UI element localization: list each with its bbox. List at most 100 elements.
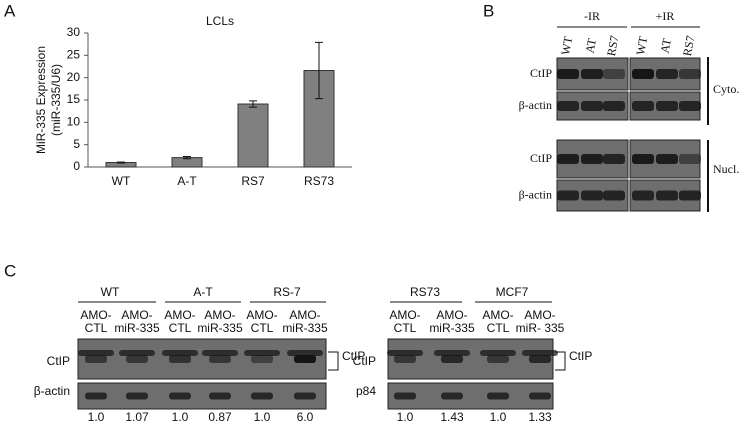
lane-label: WT [633,35,650,56]
band-label: CtIP [342,349,365,363]
group-label: WT [101,285,120,299]
quantification: 1.43 [440,410,464,424]
bar [237,103,269,168]
band [603,190,625,201]
x-tick-label: RS7 [241,174,265,188]
lane-label: miR- 335 [516,321,565,335]
band [656,154,678,164]
band [632,190,654,201]
lane-label: RS7 [680,34,697,57]
band [287,350,323,356]
row-label: CtIP [530,151,552,165]
lane-label: AMO- [389,308,420,322]
band [209,392,231,400]
lane-label: AMO- [482,308,513,322]
chart-title: LCLs [206,14,234,28]
lane-label: AMO- [80,308,111,322]
quantification: 6.0 [297,410,314,424]
band [394,392,416,400]
y-axis-label-line: MiR-335 Expression [34,46,48,154]
lane-label: WT [558,35,575,56]
band [202,350,238,356]
band [169,392,191,400]
quantification: 1.0 [397,410,414,424]
band [522,350,558,356]
band [487,355,509,363]
band [632,101,654,111]
band [581,69,603,79]
blot [77,338,327,380]
band [581,190,603,201]
bracket [328,351,339,371]
lane-label: CTL [487,321,510,335]
fraction-label: Nucl. [713,162,739,176]
x-tick-label: A-T [177,174,197,188]
group-label: A-T [193,285,213,299]
quantification: 1.0 [254,410,271,424]
lane-label: miR-335 [282,321,328,335]
band [85,355,107,363]
band [679,101,701,111]
lane-label: AMO- [246,308,277,322]
panel-label: C [4,261,16,280]
band [603,101,625,111]
lane-label: AMO- [164,308,195,322]
band [244,350,280,356]
band [581,154,603,164]
lane-label: AMO- [289,308,320,322]
band [126,355,148,363]
lane-label: miR-335 [197,321,243,335]
band [557,101,579,111]
band [557,190,579,201]
band [78,350,114,356]
band [119,350,155,356]
quantification: 1.33 [528,410,552,424]
band [162,350,198,356]
row-label: p84 [356,384,376,398]
panel-label: A [4,1,16,20]
y-tick-label: 15 [67,92,81,106]
band [581,101,603,111]
lane-label: AMO- [436,308,467,322]
lane-label: CTL [251,321,274,335]
band [169,355,191,363]
band [480,350,516,356]
blot [387,338,554,380]
blot [77,382,327,410]
lane-label: AMO- [524,308,555,322]
x-tick-label: WT [112,174,131,188]
y-tick-label: 30 [67,25,81,39]
band [251,355,273,363]
quantification: 1.0 [490,410,507,424]
group-label: RS73 [410,285,440,299]
band [126,392,148,400]
band [209,355,231,363]
quantification: 1.0 [88,410,105,424]
band [251,392,273,400]
condition-label: +IR [656,9,675,23]
band [434,350,470,356]
quantification: 1.07 [125,410,149,424]
band [632,69,654,79]
band [603,69,625,79]
group-label: MCF7 [496,285,529,299]
row-label: β-actin [519,98,552,112]
y-tick-label: 10 [67,115,81,129]
band [441,392,463,400]
y-axis-label-line: (miR-335/U6) [49,64,63,136]
bracket [555,351,566,371]
band [679,154,701,164]
lane-label: miR-335 [114,321,160,335]
row-label: β-actin [519,187,552,201]
band [656,101,678,111]
band-label: CtIP [569,349,592,363]
y-axis-label: MiR-335 Expression(miR-335/U6) [34,46,63,154]
lane-label: AT [658,37,674,55]
y-tick-label: 25 [67,48,81,62]
lane-label: AMO- [204,308,235,322]
quantification: 1.0 [172,410,189,424]
group-label: RS-7 [273,285,301,299]
row-label: CtIP [353,354,376,368]
band [557,154,579,164]
blots [77,57,701,410]
